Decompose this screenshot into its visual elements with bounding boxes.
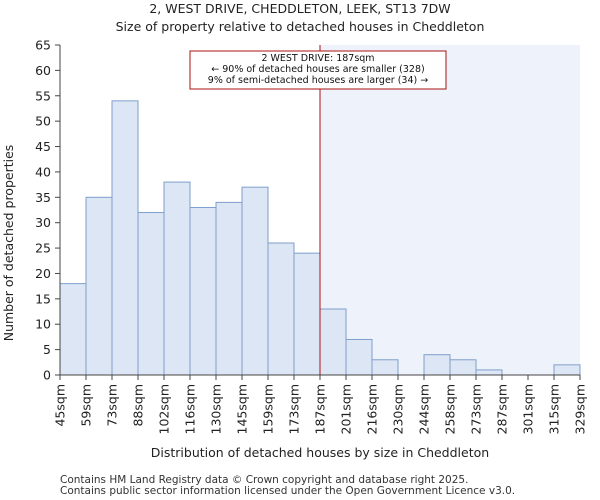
x-axis-label: Distribution of detached houses by size … xyxy=(151,445,489,460)
x-tick-label: 73sqm xyxy=(105,384,120,427)
y-tick-label: 0 xyxy=(43,368,51,383)
bar-173sqm xyxy=(293,252,321,376)
annotation-line-1: 2 WEST DRIVE: 187sqm xyxy=(261,53,374,64)
bar-130sqm xyxy=(215,201,243,376)
bar-45sqm xyxy=(59,283,87,376)
bar-273sqm xyxy=(475,369,503,376)
footer-line-1: Contains HM Land Registry data © Crown c… xyxy=(60,474,468,486)
y-tick-label: 45 xyxy=(35,139,51,154)
x-tick-label: 102sqm xyxy=(157,384,172,434)
bar-102sqm xyxy=(163,181,191,376)
y-tick-label: 15 xyxy=(35,291,51,306)
x-tick-label: 216sqm xyxy=(365,384,380,434)
bar-116sqm xyxy=(189,206,217,376)
y-axis: 0 5 10 15 20 25 30 35 40 45 50 55 60 65 xyxy=(35,38,61,383)
bar-187sqm xyxy=(319,308,347,376)
x-tick-label: 159sqm xyxy=(261,384,276,434)
y-tick-label: 35 xyxy=(35,190,51,205)
y-tick-label: 50 xyxy=(35,114,51,129)
x-tick-label: 258sqm xyxy=(443,384,458,434)
x-tick-label: 315sqm xyxy=(547,384,562,434)
annotation-line-3: 9% of semi-detached houses are larger (3… xyxy=(208,75,428,86)
y-tick-label: 40 xyxy=(35,164,51,179)
bar-216sqm xyxy=(371,359,399,376)
x-axis: 45sqm 59sqm 73sqm 88sqm 102sqm 116sqm 130sqm 14… xyxy=(53,374,588,434)
bar-258sqm xyxy=(449,359,477,376)
y-tick-label: 65 xyxy=(35,38,51,53)
highlight-region xyxy=(320,45,580,375)
y-tick-label: 30 xyxy=(35,215,51,230)
y-tick-label: 55 xyxy=(35,88,51,103)
footer-line-2: Contains public sector information licen… xyxy=(60,485,515,497)
y-tick-label: 60 xyxy=(35,63,51,78)
bar-315sqm xyxy=(553,364,581,376)
x-tick-label: 230sqm xyxy=(391,384,406,434)
x-tick-label: 45sqm xyxy=(53,384,68,427)
bars xyxy=(59,100,581,376)
x-tick-label: 273sqm xyxy=(469,384,484,434)
y-tick-label: 5 xyxy=(43,342,51,357)
chart-subtitle: Size of property relative to detached ho… xyxy=(116,19,485,34)
x-tick-label: 201sqm xyxy=(339,384,354,434)
x-tick-label: 173sqm xyxy=(287,384,302,434)
annotation-frame xyxy=(189,50,447,90)
x-tick-label: 187sqm xyxy=(313,384,328,434)
bar-159sqm xyxy=(267,242,295,376)
x-tick-label: 130sqm xyxy=(209,384,224,434)
x-tick-label: 301sqm xyxy=(521,384,536,434)
annotation-box: 2 WEST DRIVE: 187sqm ← 90% of detached h… xyxy=(189,50,447,90)
bar-145sqm xyxy=(241,186,269,376)
bar-244sqm xyxy=(423,354,451,376)
y-axis-label: Number of detached properties xyxy=(1,145,16,342)
chart-title: 2, WEST DRIVE, CHEDDLETON, LEEK, ST13 7D… xyxy=(149,1,450,16)
x-tick-label: 244sqm xyxy=(417,384,432,434)
x-tick-label: 116sqm xyxy=(183,384,198,434)
y-tick-label: 20 xyxy=(35,266,51,281)
bar-73sqm xyxy=(111,100,139,376)
bar-201sqm xyxy=(345,338,373,376)
x-tick-label: 88sqm xyxy=(131,384,146,427)
annotation-line-2: ← 90% of detached houses are smaller (32… xyxy=(211,64,424,75)
y-tick-label: 10 xyxy=(35,317,51,332)
x-tick-label: 329sqm xyxy=(573,384,588,434)
x-tick-label: 145sqm xyxy=(235,384,250,434)
y-tick-label: 25 xyxy=(35,241,51,256)
x-tick-label: 287sqm xyxy=(495,384,510,434)
bar-59sqm xyxy=(85,196,113,376)
bar-88sqm xyxy=(137,212,165,376)
x-tick-label: 59sqm xyxy=(79,384,94,427)
